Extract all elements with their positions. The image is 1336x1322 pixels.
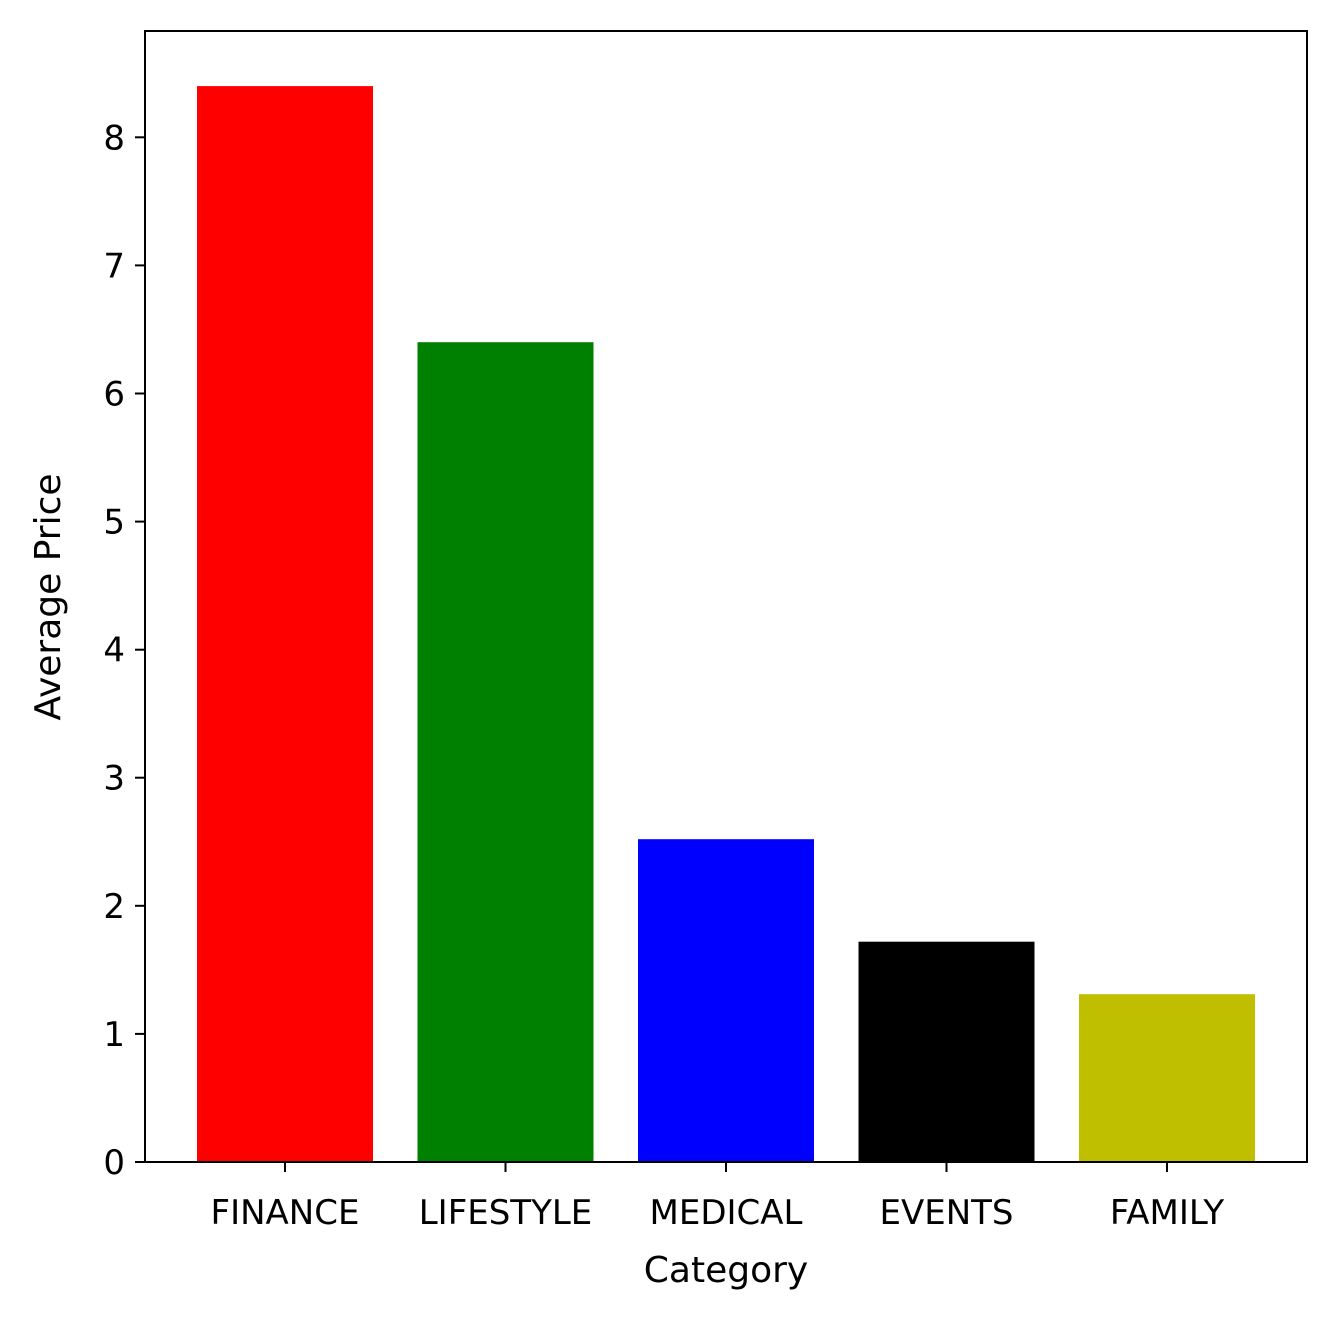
y-axis-ticks: 0 1 2 3 4 5 6 7 8: [103, 118, 145, 1183]
y-tick-label: 1: [103, 1015, 125, 1055]
plot-frame: [144, 30, 1308, 1163]
y-tick-label: 6: [103, 375, 125, 415]
x-tick-label: MEDICAL: [650, 1193, 803, 1233]
x-axis-ticks: FINANCE LIFESTYLE MEDICAL EVENTS FAMILY: [211, 1162, 1224, 1233]
bar-medical: [638, 839, 814, 1162]
bar-events: [858, 941, 1035, 1162]
bar-finance: [197, 86, 373, 1163]
y-tick-label: 0: [103, 1143, 125, 1183]
x-tick-label: FINANCE: [211, 1193, 360, 1233]
bar-lifestyle: [417, 342, 594, 1162]
y-axis-label: Average Price: [28, 473, 69, 720]
y-tick-label: 5: [103, 503, 125, 543]
y-tick-label: 8: [103, 118, 125, 158]
x-tick-label: LIFESTYLE: [419, 1193, 593, 1233]
x-tick-label: FAMILY: [1110, 1193, 1224, 1233]
x-tick-label: EVENTS: [879, 1193, 1013, 1233]
y-tick-label: 4: [103, 631, 125, 671]
bars-group: [197, 86, 1255, 1163]
y-tick-label: 3: [103, 759, 125, 799]
x-axis-label: Category: [644, 1250, 808, 1291]
y-tick-label: 7: [103, 246, 125, 286]
y-tick-label: 2: [103, 887, 125, 927]
bar-family: [1079, 994, 1255, 1162]
